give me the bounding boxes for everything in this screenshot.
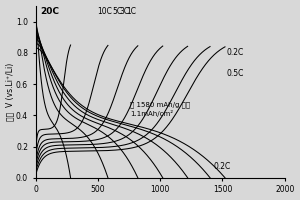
Text: 0.2C: 0.2C bbox=[226, 48, 244, 57]
Text: 10C: 10C bbox=[97, 7, 112, 16]
Text: 3C: 3C bbox=[120, 7, 130, 16]
Text: 20C: 20C bbox=[40, 7, 59, 16]
Text: 0.5C: 0.5C bbox=[226, 69, 244, 78]
Text: 1C: 1C bbox=[127, 7, 136, 16]
Text: 以 1580 mAh/g 换算
1.1mAh/cm²: 以 1580 mAh/g 换算 1.1mAh/cm² bbox=[130, 102, 190, 117]
Text: 5C: 5C bbox=[112, 7, 122, 16]
Y-axis label: 电压  V (vs.Li⁺/Li): 电压 V (vs.Li⁺/Li) bbox=[6, 63, 15, 121]
Text: 0.2C: 0.2C bbox=[214, 162, 231, 171]
